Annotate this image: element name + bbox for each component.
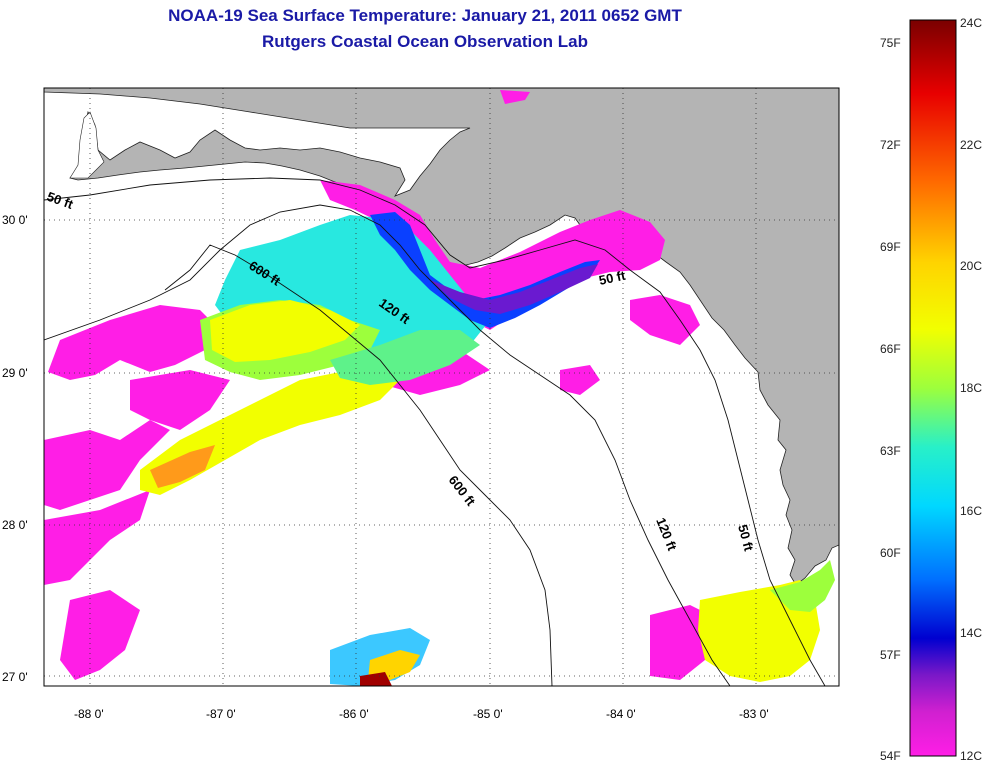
south-patch-red xyxy=(360,672,392,686)
isobath-120ft xyxy=(44,204,731,686)
map-title: NOAA-19 Sea Surface Temperature: January… xyxy=(168,6,682,25)
colorbar-f-label: 72F xyxy=(880,138,901,152)
colorbar-c-label: 18C xyxy=(960,381,982,395)
orange-core xyxy=(150,445,215,488)
colorbar-c-label: 12C xyxy=(960,749,982,763)
colorbar-c-label: 14C xyxy=(960,626,982,640)
lat-tick-label: 27 0' xyxy=(2,670,28,684)
land xyxy=(44,88,839,586)
lon-tick-label: -87 0' xyxy=(206,707,236,721)
isobaths xyxy=(44,177,826,686)
isobath-600ft xyxy=(164,244,553,686)
colorbar-f-label: 75F xyxy=(880,36,901,50)
colorbar-f-label: 60F xyxy=(880,546,901,560)
lon-tick-label: -88 0' xyxy=(74,707,104,721)
contour-label-50ft-south: 50 ft xyxy=(735,523,757,553)
lat-tick-label: 29 0' xyxy=(2,366,28,380)
colorbar-f-label: 66F xyxy=(880,342,901,356)
colorbar-c-label: 22C xyxy=(960,138,982,152)
map-subtitle: Rutgers Coastal Ocean Observation Lab xyxy=(262,32,588,51)
lat-tick-label: 28 0' xyxy=(2,518,28,532)
lat-tick-label: 30 0' xyxy=(2,213,28,227)
lon-tick-label: -86 0' xyxy=(339,707,369,721)
colorbar-c-label: 20C xyxy=(960,259,982,273)
colorbar-f-label: 69F xyxy=(880,240,901,254)
bay xyxy=(69,111,105,179)
plot-frame xyxy=(43,87,840,687)
lon-tick-label: -83 0' xyxy=(739,707,769,721)
isobath-50ft xyxy=(44,177,826,686)
lon-tick-label: -85 0' xyxy=(473,707,503,721)
yellow-tongue xyxy=(210,300,360,362)
violet-front xyxy=(430,264,598,314)
colorbar-c-label: 24C xyxy=(960,16,982,30)
lon-tick-label: -84 0' xyxy=(606,707,636,721)
green-mid xyxy=(330,330,480,385)
colorbar-c-label: 16C xyxy=(960,504,982,518)
colorbar-f-label: 57F xyxy=(880,648,901,662)
colorbar xyxy=(909,19,957,757)
colorbar-f-label: 54F xyxy=(880,749,901,763)
shelf-green xyxy=(770,560,835,612)
contour-label-50ft-east: 50 ft xyxy=(598,268,628,288)
colorbar-f-label: 63F xyxy=(880,444,901,458)
